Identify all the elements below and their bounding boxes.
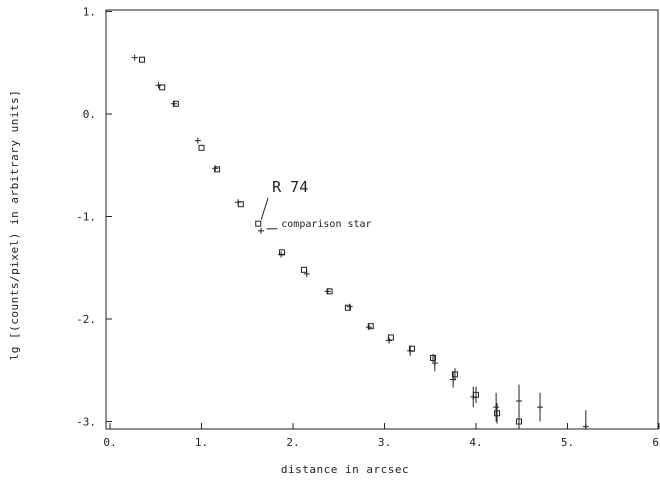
plus-point xyxy=(258,228,264,234)
square-point xyxy=(474,387,479,403)
annotations: R 74 comparison star xyxy=(261,178,371,230)
square-point xyxy=(256,221,261,226)
plus-point xyxy=(212,165,218,171)
x-axis-title: distance in arcsec xyxy=(281,463,409,476)
square-marker xyxy=(301,267,306,272)
square-point xyxy=(301,267,306,272)
x-tick-label: 6. xyxy=(652,436,660,449)
plus-point xyxy=(516,385,522,418)
x-tick-label: 5. xyxy=(561,436,574,449)
y-tick-label: -3. xyxy=(76,416,96,429)
square-marker xyxy=(140,57,145,62)
square-marker xyxy=(199,145,204,150)
y-tick-label: -1. xyxy=(76,211,96,224)
plus-point xyxy=(407,346,413,356)
data-marks xyxy=(132,55,589,430)
x-tick-label: 4. xyxy=(469,436,482,449)
y-tick-label: -2. xyxy=(76,313,96,326)
plus-point xyxy=(278,251,284,257)
x-tick-label: 0. xyxy=(103,436,116,449)
plus-point xyxy=(366,324,372,330)
plus-point xyxy=(235,199,241,205)
r74-label: R 74 xyxy=(272,178,308,196)
square-point xyxy=(495,403,500,424)
plus-point xyxy=(493,393,499,422)
y-tick-label: 1. xyxy=(83,6,96,19)
square-marker xyxy=(256,221,261,226)
plot-frame xyxy=(106,10,658,429)
x-tick-label: 2. xyxy=(286,436,299,449)
plus-point xyxy=(470,387,476,408)
x-tick-label: 3. xyxy=(378,436,391,449)
plus-point xyxy=(583,410,589,429)
x-tick-label: 1. xyxy=(195,436,208,449)
square-point xyxy=(140,57,145,62)
comparison-star-label: comparison star xyxy=(281,219,371,230)
square-point xyxy=(199,145,204,150)
plus-point xyxy=(537,393,543,422)
r74-leader-line xyxy=(261,198,268,220)
y-axis-title: lg [(counts/pixel) in arbitrary units] xyxy=(8,90,21,361)
y-tick-label: 0. xyxy=(83,108,96,121)
plus-point xyxy=(132,55,138,61)
plus-point xyxy=(347,304,353,310)
plus-point xyxy=(195,138,201,144)
plus-point xyxy=(386,337,392,343)
plus-point xyxy=(155,82,161,88)
